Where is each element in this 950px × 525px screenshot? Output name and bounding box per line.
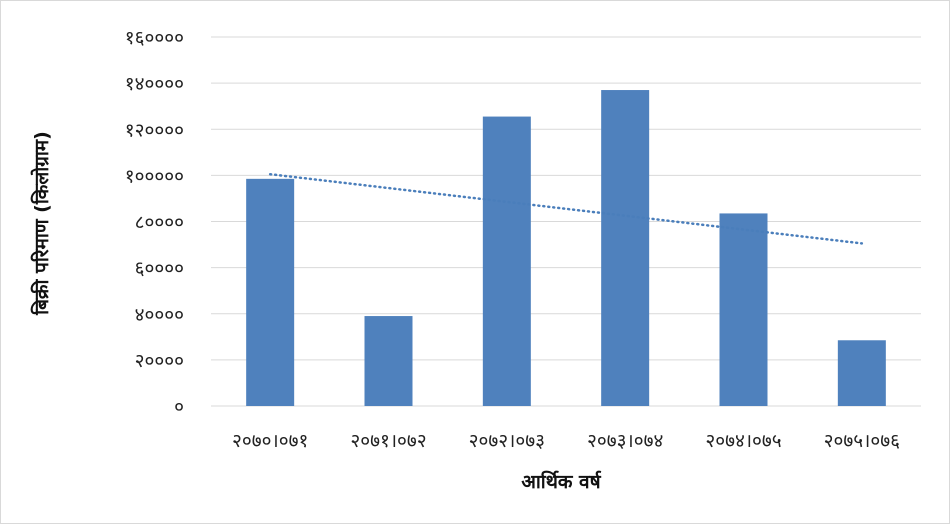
x-axis-title: आर्थिक वर्ष <box>521 470 601 493</box>
y-tick-label: १००००० <box>125 165 184 187</box>
y-tick-label: २०००० <box>135 350 184 372</box>
bar <box>601 90 650 406</box>
y-axis-ticks: ० २०००० ४०००० ६०००० ८०००० १००००० १२०००० १४०००० १… <box>125 27 184 418</box>
x-tick-label: २०७५।०७६ <box>824 430 900 452</box>
y-tick-label: ४०००० <box>135 304 184 326</box>
x-tick-label: २०७०।०७१ <box>232 430 308 452</box>
bar <box>719 213 768 406</box>
x-axis-ticks: २०७०।०७१ २०७१।०७२ २०७२।०७३ २०७३।०७४ २०७४।०७५… <box>232 430 900 452</box>
y-tick-label: १६०००० <box>125 27 184 49</box>
y-tick-label: ६०००० <box>135 258 184 280</box>
x-tick-label: २०७२।०७३ <box>469 430 545 452</box>
bar <box>364 316 413 406</box>
x-tick-label: २०७३।०७४ <box>587 430 663 452</box>
y-axis-title: बिक्री परिमाण (किलोग्राम) <box>30 131 53 316</box>
bar <box>246 178 295 406</box>
bars <box>246 90 886 407</box>
y-tick-label: १४०००० <box>125 73 184 95</box>
x-tick-label: २०७१।०७२ <box>350 430 426 452</box>
y-tick-label: ० <box>174 396 184 418</box>
x-tick-label: २०७४।०७५ <box>705 430 781 452</box>
bar <box>837 340 886 406</box>
y-tick-label: ८०००० <box>135 212 184 234</box>
trendline <box>268 172 864 245</box>
gridlines <box>211 36 921 407</box>
bar <box>482 116 531 407</box>
trendline-group <box>268 172 864 245</box>
y-tick-label: १२०००० <box>125 119 184 141</box>
